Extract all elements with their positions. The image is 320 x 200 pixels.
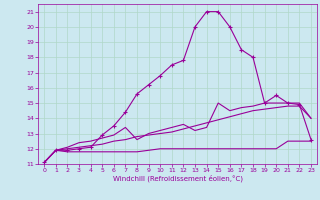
X-axis label: Windchill (Refroidissement éolien,°C): Windchill (Refroidissement éolien,°C) xyxy=(113,175,243,182)
